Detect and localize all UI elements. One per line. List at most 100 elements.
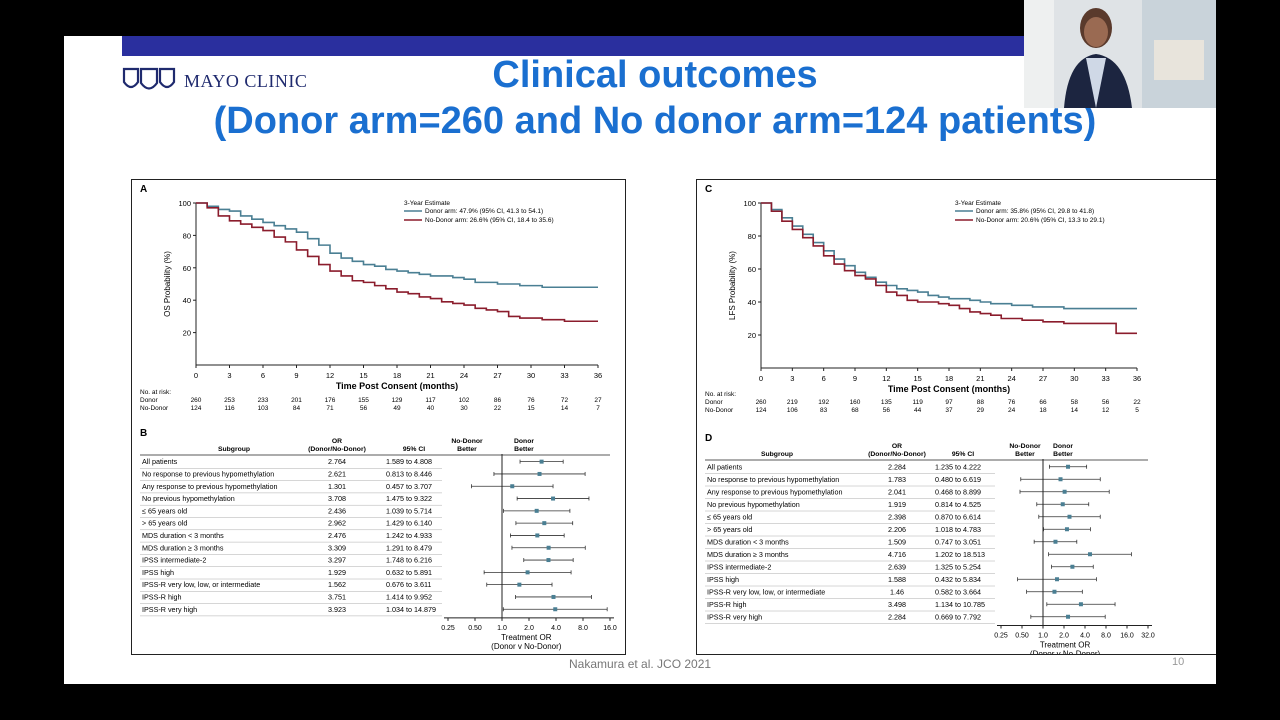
risk-value: 253 bbox=[224, 397, 235, 404]
km-curve bbox=[761, 202, 1137, 335]
forest-x-tick-label: 2.0 bbox=[1059, 633, 1069, 640]
risk-value: 97 bbox=[945, 399, 953, 406]
y-axis-title: LFS Probability (%) bbox=[728, 251, 737, 320]
ci-value: 1.429 to 6.140 bbox=[386, 519, 432, 528]
ci-value: 1.242 to 4.933 bbox=[386, 531, 432, 540]
or-point bbox=[534, 508, 539, 513]
risk-value: 56 bbox=[360, 405, 368, 412]
risk-row-label: No-Donor bbox=[705, 407, 734, 414]
x-tick-label: 21 bbox=[976, 374, 984, 383]
header-or: OR bbox=[892, 443, 902, 450]
legend-entry: No-Donor arm: 20.6% (95% CI, 13.3 to 29.… bbox=[976, 217, 1105, 224]
y-tick-label: 40 bbox=[748, 298, 756, 307]
or-point bbox=[546, 545, 551, 550]
or-value: 2.398 bbox=[888, 512, 906, 521]
forest-x-tick-label: 16.0 bbox=[1120, 633, 1134, 640]
x-tick-label: 9 bbox=[294, 371, 298, 380]
or-value: 1.919 bbox=[888, 500, 906, 509]
x-tick-label: 24 bbox=[460, 371, 468, 380]
or-point bbox=[1052, 589, 1057, 594]
subgroup-label: IPSS high bbox=[707, 575, 739, 584]
forest-x-tick-label: 0.50 bbox=[1015, 633, 1029, 640]
legend-title: 3-Year Estimate bbox=[955, 200, 1001, 207]
header-subgroup: Subgroup bbox=[761, 451, 793, 458]
or-point bbox=[1064, 527, 1069, 532]
risk-value: 260 bbox=[191, 397, 202, 404]
ci-value: 0.747 to 3.051 bbox=[935, 537, 981, 546]
subgroup-label: IPSS-R high bbox=[142, 592, 182, 601]
or-value: 1.929 bbox=[328, 568, 346, 577]
title-bar-accent bbox=[122, 36, 1216, 56]
x-tick-label: 30 bbox=[1070, 374, 1078, 383]
x-tick-label: 33 bbox=[560, 371, 568, 380]
or-value: 1.301 bbox=[328, 482, 346, 491]
risk-value: 76 bbox=[527, 397, 535, 404]
legend-entry: Donor arm: 35.8% (95% CI, 29.8 to 41.8) bbox=[976, 208, 1094, 215]
subgroup-label: MDS duration < 3 months bbox=[142, 531, 224, 540]
subgroup-label: MDS duration < 3 months bbox=[707, 537, 789, 546]
subgroup-label: No previous hypomethylation bbox=[707, 500, 800, 509]
risk-value: 106 bbox=[787, 407, 798, 414]
x-tick-label: 27 bbox=[493, 371, 501, 380]
header-or-sub: (Donor/No-Donor) bbox=[868, 451, 926, 458]
ci-value: 1.202 to 18.513 bbox=[935, 550, 985, 559]
ci-value: 0.669 to 7.792 bbox=[935, 612, 981, 621]
forest-x-title: Treatment OR bbox=[1040, 641, 1091, 650]
x-tick-label: 3 bbox=[227, 371, 231, 380]
risk-value: 14 bbox=[1071, 407, 1079, 414]
subgroup-label: ≤ 65 years old bbox=[707, 512, 752, 521]
risk-value: 12 bbox=[1102, 407, 1110, 414]
y-tick-label: 20 bbox=[748, 331, 756, 340]
or-value: 1.46 bbox=[890, 587, 904, 596]
ci-value: 1.414 to 9.952 bbox=[386, 592, 432, 601]
or-value: 3.923 bbox=[328, 605, 346, 614]
subgroup-label: IPSS high bbox=[142, 568, 174, 577]
legend-entry: No-Donor arm: 26.6% (95% CI, 18.4 to 35.… bbox=[425, 217, 554, 224]
x-tick-label: 0 bbox=[194, 371, 198, 380]
risk-value: 176 bbox=[325, 397, 336, 404]
risk-value: 15 bbox=[527, 405, 535, 412]
risk-value: 260 bbox=[756, 399, 767, 406]
or-point bbox=[539, 459, 544, 464]
subgroup-label: All patients bbox=[142, 457, 178, 466]
subgroup-label: IPSS-R very high bbox=[707, 612, 762, 621]
subgroup-label: No response to previous hypomethylation bbox=[707, 475, 839, 484]
risk-value: 40 bbox=[427, 405, 435, 412]
subgroup-label: MDS duration ≥ 3 months bbox=[142, 543, 224, 552]
forest-x-tick-label: 8.0 bbox=[1101, 633, 1111, 640]
risk-value: 76 bbox=[1008, 399, 1016, 406]
ci-value: 0.814 to 4.525 bbox=[935, 500, 981, 509]
risk-row-label: No-Donor bbox=[140, 405, 169, 412]
header-subgroup: Subgroup bbox=[218, 446, 250, 453]
risk-value: 37 bbox=[945, 407, 953, 414]
or-value: 3.297 bbox=[328, 556, 346, 565]
x-tick-label: 18 bbox=[393, 371, 401, 380]
mayo-shields-icon bbox=[122, 67, 176, 90]
risk-value: 44 bbox=[914, 407, 922, 414]
subgroup-label: IPSS intermediate-2 bbox=[707, 562, 771, 571]
legend-title: 3-Year Estimate bbox=[404, 200, 450, 207]
forest-x-tick-label: 16.0 bbox=[603, 625, 617, 632]
or-value: 2.284 bbox=[888, 612, 906, 621]
x-tick-label: 36 bbox=[1133, 374, 1141, 383]
slide-title: Clinical outcomes bbox=[492, 54, 818, 96]
x-tick-label: 3 bbox=[790, 374, 794, 383]
or-point bbox=[1087, 552, 1092, 557]
ci-value: 1.748 to 6.216 bbox=[386, 556, 432, 565]
risk-value: 155 bbox=[358, 397, 369, 404]
ci-value: 1.235 to 4.222 bbox=[935, 462, 981, 471]
subgroup-label: Any response to previous hypomethylation bbox=[707, 487, 842, 496]
header-donor: Donor bbox=[514, 438, 534, 445]
y-tick-label: 100 bbox=[743, 199, 756, 208]
x-tick-label: 12 bbox=[882, 374, 890, 383]
y-axis-title: OS Probability (%) bbox=[163, 251, 172, 317]
or-point bbox=[551, 594, 556, 599]
or-value: 2.476 bbox=[328, 531, 346, 540]
risk-value: 58 bbox=[1071, 399, 1079, 406]
or-value: 1.509 bbox=[888, 537, 906, 546]
ci-value: 0.870 to 6.614 bbox=[935, 512, 981, 521]
logo-text: MAYO CLINIC bbox=[184, 70, 308, 91]
ci-value: 1.325 to 5.254 bbox=[935, 562, 981, 571]
y-tick-label: 20 bbox=[183, 329, 191, 338]
